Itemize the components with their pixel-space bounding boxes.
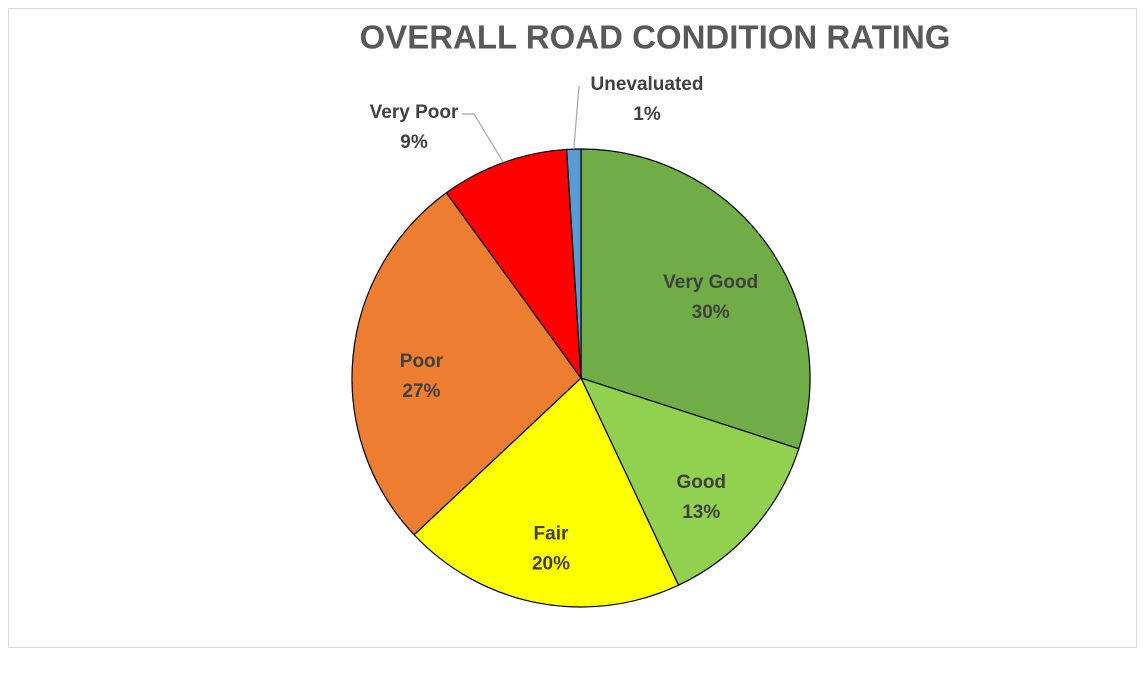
pie-slice	[413, 376, 680, 608]
slice-label-name: Poor	[400, 351, 444, 372]
slice-label-value: 13%	[682, 502, 720, 523]
slice-label-value: 20%	[532, 553, 570, 574]
slice-label-name: Fair	[534, 523, 569, 544]
slice-label-name: Very Poor	[370, 102, 459, 123]
slice-label-value: 27%	[402, 381, 440, 402]
slice-label-value: 9%	[400, 132, 428, 153]
pie-slice	[565, 148, 582, 379]
slice-label-name: Very Good	[663, 272, 758, 293]
slice-label-name: Good	[676, 472, 726, 493]
slice-label-name: Unevaluated	[591, 74, 704, 95]
pie-slice	[351, 191, 582, 536]
slice-label-value: 1%	[633, 104, 661, 125]
pie-slice	[580, 148, 811, 450]
pie-slice	[579, 377, 800, 587]
slice-label-value: 30%	[692, 302, 730, 323]
pie-slice	[445, 148, 582, 381]
leader-line	[573, 85, 580, 150]
chart-title: OVERALL ROAD CONDITION RATING	[360, 19, 951, 56]
leader-line	[462, 113, 504, 163]
